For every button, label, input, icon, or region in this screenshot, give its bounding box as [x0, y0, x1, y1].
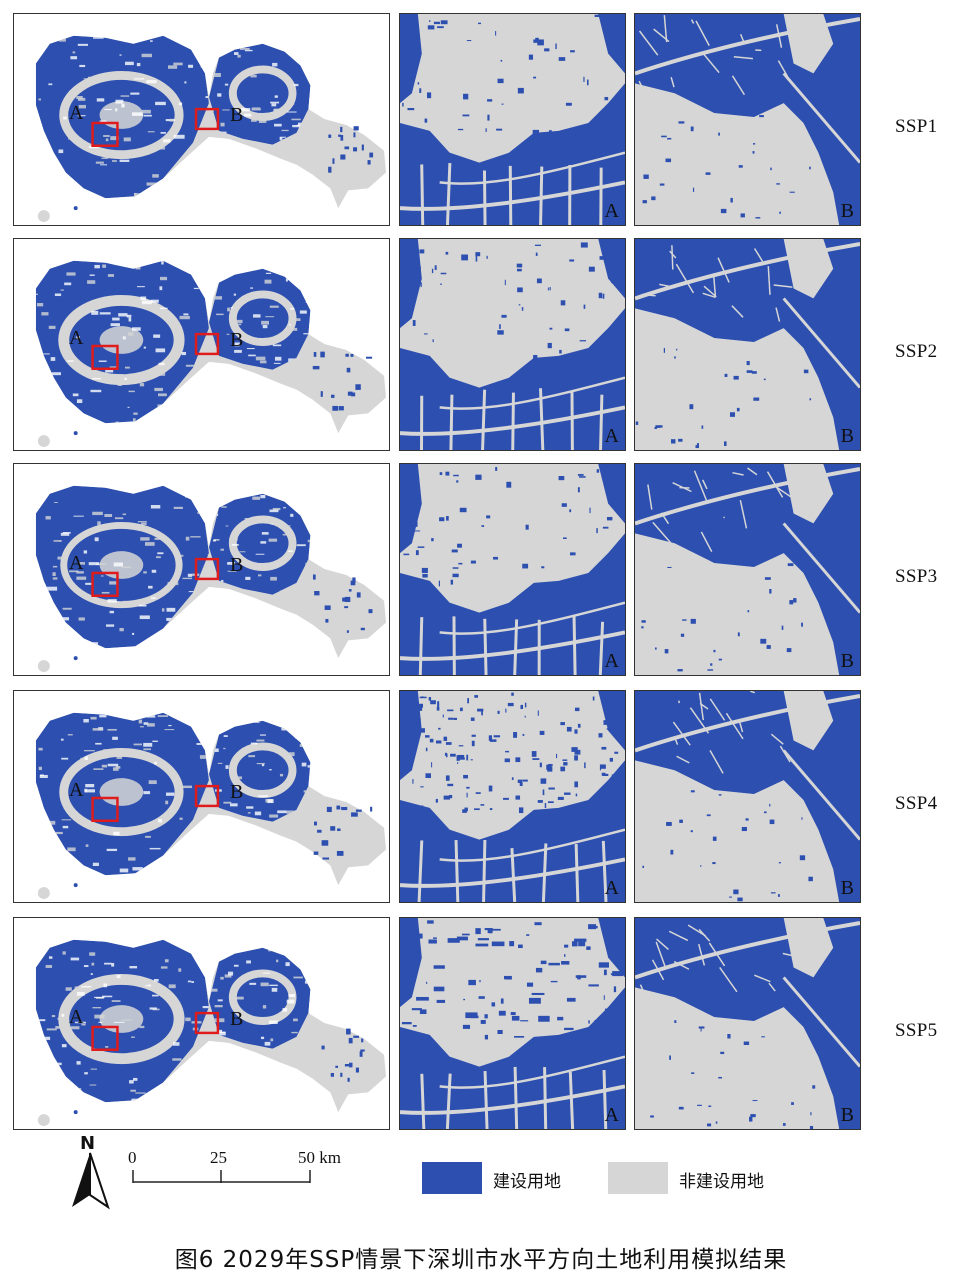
region-a-box: [91, 121, 119, 147]
scenario-label: SSP1: [895, 116, 938, 137]
legend-swatch-nonbuilt: [608, 1162, 668, 1194]
zoom-a-map-svg: [400, 14, 625, 225]
region-b-marker-label: B: [230, 781, 244, 803]
region-b-marker-label: B: [230, 554, 244, 576]
zoom-a-map-svg: [400, 918, 625, 1129]
north-arrow: N: [68, 1133, 112, 1210]
zoom-a-label: A: [604, 1104, 619, 1126]
scenario-label: SSP5: [895, 1020, 938, 1041]
region-a-box: [91, 796, 119, 823]
region-b-box: [194, 332, 220, 356]
north-label: N: [80, 1133, 96, 1154]
region-a-marker-label: A: [69, 102, 84, 124]
region-b-box: [194, 1011, 220, 1035]
zoom-b-map-svg: [635, 239, 860, 450]
zoom-a-panel: A: [399, 13, 626, 226]
scale-tick-50: 50 km: [298, 1148, 341, 1167]
overview-map-svg: [35, 35, 387, 223]
zoom-a-map-svg: [400, 239, 625, 450]
scale-bar: 0 25 50 km: [120, 1148, 360, 1200]
scenario-label: SSP4: [895, 793, 938, 814]
zoom-a-panel: A: [399, 238, 626, 451]
region-a-box: [91, 344, 119, 371]
zoom-a-label: A: [604, 650, 619, 672]
region-a-marker-label: A: [69, 552, 84, 574]
region-b-box: [194, 557, 220, 581]
zoom-b-label: B: [840, 425, 854, 447]
region-b-box: [194, 784, 220, 808]
region-b-box: [194, 107, 220, 131]
overview-map-svg: [35, 260, 387, 448]
zoom-b-label: B: [840, 877, 854, 899]
region-a-marker-label: A: [69, 327, 84, 349]
region-a-box: [91, 571, 119, 597]
zoom-b-map-svg: [635, 464, 860, 675]
region-b-marker-label: B: [230, 104, 244, 126]
zoom-b-panel: B: [634, 13, 861, 226]
zoom-a-label: A: [604, 425, 619, 447]
zoom-a-panel: A: [399, 917, 626, 1130]
legend-label-built: 建设用地: [493, 1172, 561, 1192]
legend-label-nonbuilt: 非建设用地: [679, 1172, 764, 1192]
overview-map-svg: [35, 485, 387, 673]
scale-tick-0: 0: [128, 1148, 137, 1167]
region-a-box: [91, 1025, 119, 1051]
north-arrow-icon: [72, 1152, 110, 1210]
zoom-a-panel: A: [399, 690, 626, 903]
region-b-marker-label: B: [230, 329, 244, 351]
zoom-b-map-svg: [635, 14, 860, 225]
zoom-b-panel: B: [634, 463, 861, 676]
zoom-a-label: A: [604, 200, 619, 222]
zoom-b-map-svg: [635, 691, 860, 902]
zoom-b-label: B: [840, 200, 854, 222]
overview-map-svg: [35, 712, 387, 900]
region-b-marker-label: B: [230, 1008, 244, 1030]
overview-map-svg: [35, 939, 387, 1127]
scenario-label: SSP2: [895, 341, 938, 362]
zoom-a-panel: A: [399, 463, 626, 676]
zoom-a-label: A: [604, 877, 619, 899]
figure-caption: 图6 2029年SSP情景下深圳市水平方向土地利用模拟结果: [174, 1247, 788, 1273]
zoom-a-map-svg: [400, 464, 625, 675]
region-a-marker-label: A: [69, 1006, 84, 1028]
zoom-b-panel: B: [634, 690, 861, 903]
zoom-b-label: B: [840, 650, 854, 672]
legend-swatch-built: [422, 1162, 482, 1194]
scale-tick-25: 25: [210, 1148, 227, 1167]
zoom-b-label: B: [840, 1104, 854, 1126]
zoom-a-map-svg: [400, 691, 625, 902]
zoom-b-panel: B: [634, 917, 861, 1130]
zoom-b-panel: B: [634, 238, 861, 451]
zoom-b-map-svg: [635, 918, 860, 1129]
region-a-marker-label: A: [69, 779, 84, 801]
scenario-label: SSP3: [895, 566, 938, 587]
